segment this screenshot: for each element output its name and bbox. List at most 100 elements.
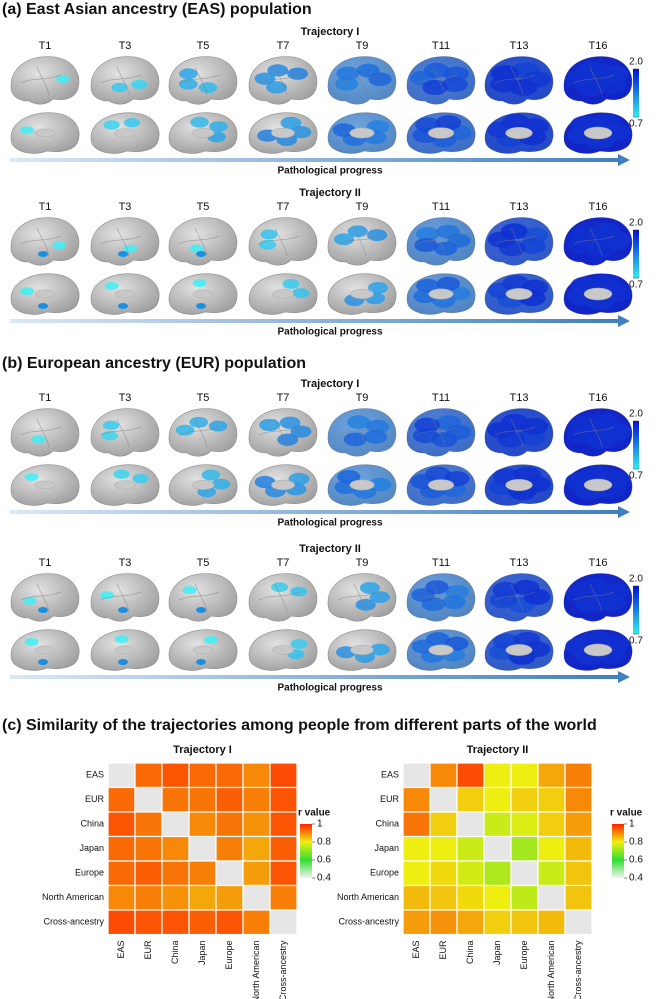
medial-brain: [248, 629, 318, 671]
sulcus: [258, 418, 300, 448]
atrophy-region: [38, 303, 48, 309]
lateral-brain: [327, 217, 397, 266]
diagonal-cell: [215, 860, 244, 887]
heatmap-cell: [215, 884, 244, 911]
heatmap-cell: [188, 762, 217, 789]
colorbar-label: 0.7: [629, 636, 643, 647]
timepoint-label: T5: [197, 201, 210, 213]
atrophy-region: [260, 229, 278, 240]
corpus-callosum: [583, 126, 613, 140]
diagonal-cell: [429, 786, 458, 813]
atrophy-region: [523, 588, 551, 605]
row-label: EUR: [380, 794, 400, 804]
heatmap-cell: [483, 811, 512, 838]
column-label: China: [465, 941, 475, 965]
heatmap-cell: [483, 884, 512, 911]
sulcus: [178, 418, 220, 448]
atrophy-region: [190, 116, 209, 128]
column-label: Cross-ancestry: [278, 940, 288, 999]
corpus-callosum: [350, 644, 374, 656]
atrophy-region: [123, 118, 141, 128]
heatmap-cell: [564, 811, 593, 838]
corpus-callosum: [428, 288, 454, 300]
timepoint-label: T11: [432, 201, 450, 213]
diagonal-cell: [456, 811, 485, 838]
heatmap-cell: [242, 835, 271, 862]
column-label: North American: [546, 941, 556, 999]
colorbar-label: 2.0: [629, 218, 643, 229]
heatmap-cell: [107, 860, 136, 887]
heatmap-cell: [215, 811, 244, 838]
atrophy-region: [122, 244, 137, 253]
atrophy-region: [575, 595, 606, 614]
corpus-callosum: [34, 480, 56, 490]
atrophy-region: [282, 278, 300, 289]
atrophy-region: [259, 418, 281, 432]
column-label: EUR: [143, 940, 153, 960]
colorbar: [633, 69, 639, 117]
corpus-callosum: [114, 480, 136, 490]
heatmap-cell: [269, 786, 298, 813]
atrophy-region: [102, 420, 120, 431]
row-label: North American: [42, 892, 104, 902]
medial-brain: [90, 273, 160, 315]
heatmap-title: Trajectory I: [173, 744, 232, 756]
timepoint-label: T5: [197, 557, 210, 569]
atrophy-region: [277, 433, 299, 446]
sulcus: [100, 66, 142, 96]
lateral-brain: [248, 573, 318, 622]
heatmap-cell: [537, 860, 566, 887]
sulcus: [416, 227, 458, 257]
corpus-callosum: [505, 644, 533, 656]
atrophy-region: [290, 586, 308, 597]
trajectory-title: Trajectory II: [299, 543, 361, 555]
column-label: EUR: [438, 940, 448, 960]
atrophy-region: [290, 425, 312, 438]
medial-brain: [10, 273, 80, 315]
atrophy-region: [355, 598, 376, 611]
heatmap-cell: [269, 835, 298, 862]
atrophy-region: [369, 643, 390, 656]
column-label: EAS: [116, 941, 126, 959]
atrophy-region: [279, 416, 301, 429]
lateral-brain: [563, 573, 633, 622]
medial-brain: [327, 112, 397, 154]
progress-label: Pathological progress: [277, 518, 382, 529]
atrophy-region: [131, 79, 148, 90]
medial-brain: [484, 273, 554, 315]
corpus-callosum: [349, 127, 375, 139]
sulcus: [178, 583, 220, 613]
medial-brain: [248, 112, 318, 154]
sulcus: [573, 418, 615, 448]
timepoint-label: T13: [510, 392, 529, 404]
row-label: EAS: [86, 770, 104, 780]
heatmap-cell: [107, 835, 136, 862]
lateral-brain: [327, 573, 397, 622]
corpus-callosum: [191, 128, 215, 138]
atrophy-region: [209, 121, 228, 132]
row-label: EAS: [381, 770, 399, 780]
timepoint-label: T9: [356, 201, 369, 213]
timepoint-label: T3: [119, 40, 132, 52]
heatmap-cell: [456, 786, 485, 813]
row-label: Europe: [75, 868, 104, 878]
medial-brain: [248, 273, 318, 315]
medial-brain: [10, 464, 80, 506]
atrophy-region: [368, 72, 392, 87]
row-label: North American: [337, 892, 399, 902]
timepoint-label: T5: [197, 40, 210, 52]
heatmap-cell: [215, 835, 244, 862]
colorbar-label: 1: [317, 819, 323, 830]
atrophy-region: [113, 469, 130, 479]
corpus-callosum: [427, 479, 455, 491]
heatmap-cell: [537, 909, 566, 936]
heatmap-cell: [188, 909, 217, 936]
atrophy-region: [118, 251, 128, 257]
medial-brain: [248, 464, 318, 506]
colorbar-label: 0.7: [629, 471, 643, 482]
heatmap-cell: [483, 909, 512, 936]
lateral-brain: [248, 408, 318, 457]
atrophy-region: [20, 126, 35, 135]
heatmap-cell: [215, 762, 244, 789]
timepoint-label: T9: [356, 40, 369, 52]
